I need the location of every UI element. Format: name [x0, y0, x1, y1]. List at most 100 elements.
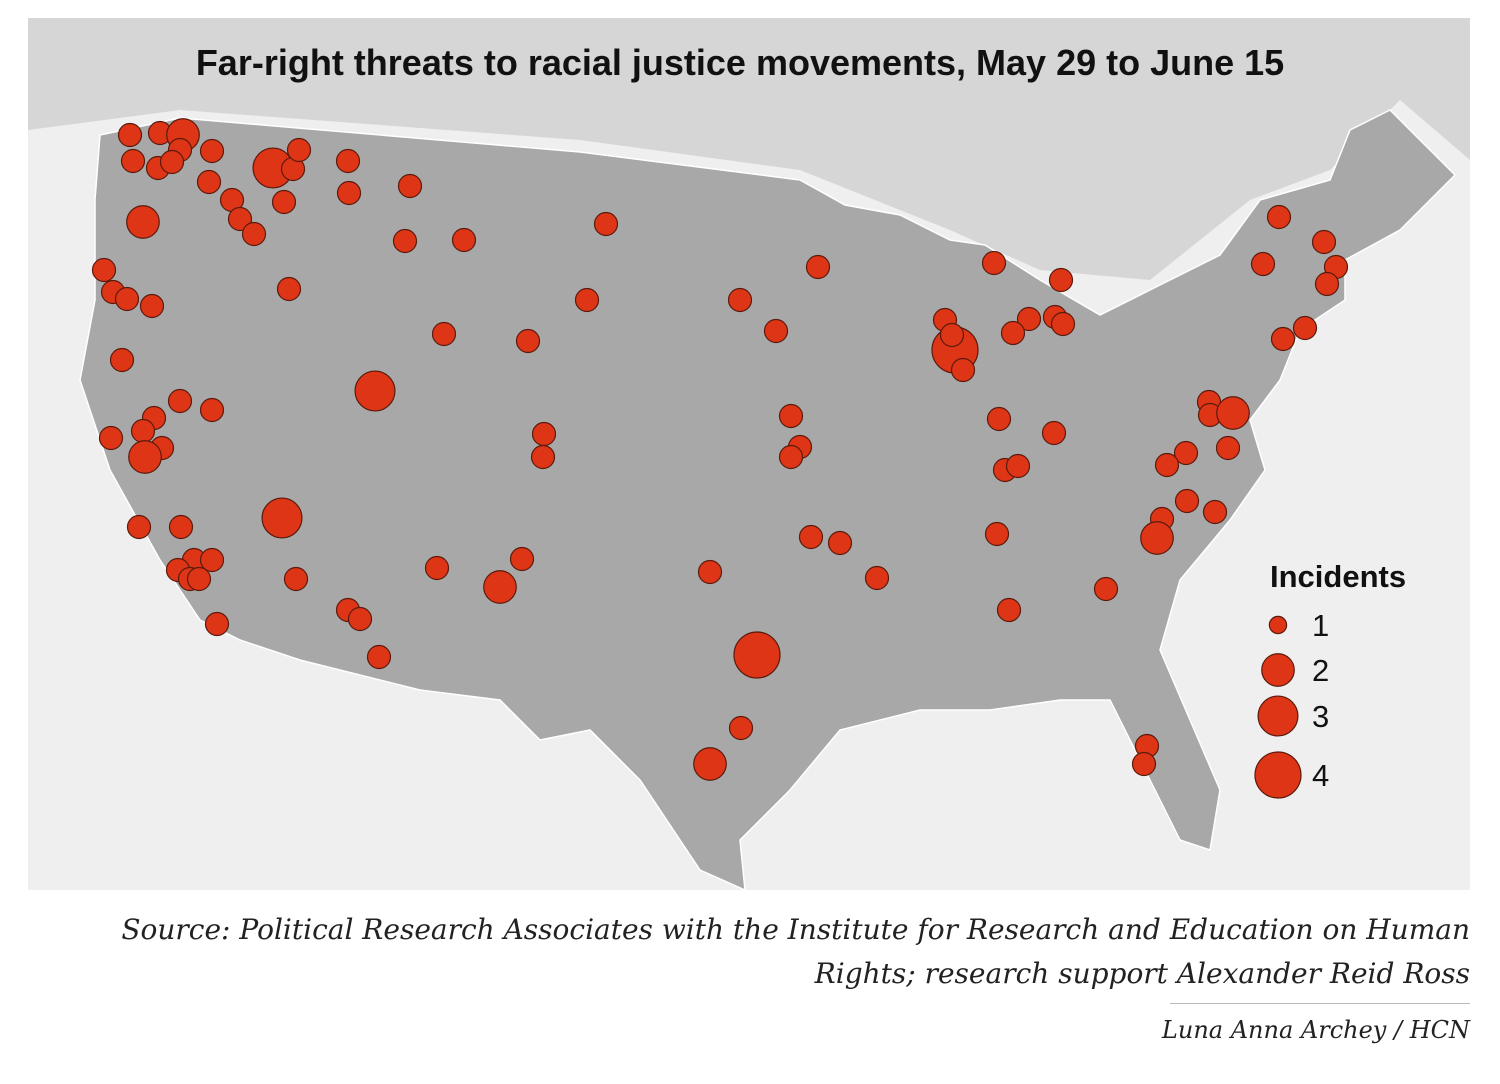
incident-marker: [939, 322, 965, 348]
incident-marker: [1174, 488, 1200, 514]
incident-marker: [276, 276, 302, 302]
incident-marker: [530, 444, 556, 470]
incident-marker: [1016, 306, 1042, 332]
incident-marker: [1266, 204, 1292, 230]
incident-marker: [286, 137, 312, 163]
incident-marker: [1140, 521, 1174, 555]
incident-marker: [1216, 396, 1250, 430]
credit: Luna Anna Archey / HCN: [1161, 1016, 1470, 1044]
incident-marker: [261, 497, 303, 539]
incident-marker: [1202, 499, 1228, 525]
incident-marker: [271, 189, 297, 215]
incident-marker: [531, 421, 557, 447]
incident-marker: [1005, 453, 1031, 479]
incident-marker: [241, 221, 267, 247]
incident-marker: [336, 180, 362, 206]
incident-marker: [986, 406, 1012, 432]
incident-marker: [130, 418, 156, 444]
incident-marker: [335, 148, 361, 174]
source-note: Source: Political Research Associates wi…: [121, 913, 1470, 990]
incident-marker: [354, 370, 396, 412]
incident-marker: [1093, 576, 1119, 602]
incident-marker: [1050, 311, 1076, 337]
incident-markers: [91, 118, 1349, 781]
incident-marker: [827, 530, 853, 556]
incident-marker: [91, 257, 117, 283]
incident-marker: [778, 403, 804, 429]
incident-marker: [574, 287, 600, 313]
incident-marker: [159, 149, 185, 175]
incident-marker: [798, 524, 824, 550]
incident-marker: [283, 566, 309, 592]
legend-marker: [1261, 653, 1295, 687]
incident-marker: [1270, 326, 1296, 352]
incident-marker: [186, 566, 212, 592]
incident-marker: [199, 138, 225, 164]
legend-label: 2: [1312, 653, 1329, 688]
incident-marker: [196, 169, 222, 195]
incident-marker: [451, 227, 477, 253]
incident-marker: [1215, 435, 1241, 461]
incident-marker: [1311, 229, 1337, 255]
divider: [1170, 1003, 1470, 1004]
incident-marker: [1154, 452, 1180, 478]
incident-marker: [1250, 251, 1276, 277]
incident-marker: [864, 565, 890, 591]
legend-marker: [1268, 615, 1288, 635]
incident-marker: [168, 514, 194, 540]
incident-marker: [117, 122, 143, 148]
incident-marker: [984, 521, 1010, 547]
incident-marker: [727, 287, 753, 313]
incident-marker: [1041, 420, 1067, 446]
legend-title: Incidents: [1270, 559, 1406, 594]
incident-marker: [733, 631, 781, 679]
incident-marker: [199, 547, 225, 573]
incident-marker: [1000, 320, 1026, 346]
incident-marker: [515, 328, 541, 354]
incident-marker: [1314, 271, 1340, 297]
incident-marker: [397, 173, 423, 199]
incident-marker: [763, 318, 789, 344]
incident-marker: [950, 357, 976, 383]
incident-marker: [693, 747, 727, 781]
legend-marker: [1257, 695, 1299, 737]
incident-marker: [728, 715, 754, 741]
incident-marker: [392, 228, 418, 254]
incident-marker: [366, 644, 392, 670]
incident-marker: [167, 388, 193, 414]
incident-marker: [109, 347, 135, 373]
incident-marker: [424, 555, 450, 581]
us-land: [79, 109, 1457, 892]
incident-marker: [139, 293, 165, 319]
incident-marker: [347, 606, 373, 632]
legend-label: 4: [1312, 758, 1329, 793]
incident-marker: [805, 254, 831, 280]
incident-marker: [120, 148, 146, 174]
incident-marker: [996, 597, 1022, 623]
incident-marker: [1173, 440, 1199, 466]
incident-marker: [431, 321, 457, 347]
incident-marker: [227, 206, 253, 232]
incident-marker: [1048, 267, 1074, 293]
incident-marker: [128, 440, 162, 474]
legend-label: 3: [1312, 699, 1329, 734]
map-title: Far-right threats to racial justice move…: [196, 42, 1284, 83]
incident-marker: [114, 286, 140, 312]
incident-marker: [981, 250, 1007, 276]
legend-label: 1: [1312, 608, 1329, 643]
map: Far-right threats to racial justice move…: [28, 18, 1470, 892]
incident-marker: [98, 425, 124, 451]
incident-marker: [1292, 315, 1318, 341]
incident-marker: [697, 559, 723, 585]
incident-marker: [126, 205, 160, 239]
canada: [28, 18, 1470, 280]
incident-marker: [126, 514, 152, 540]
incident-marker: [509, 546, 535, 572]
legend-marker: [1254, 751, 1302, 799]
incident-marker: [1131, 751, 1157, 777]
incident-marker: [199, 397, 225, 423]
incident-marker: [483, 570, 517, 604]
incident-marker: [593, 211, 619, 237]
incident-marker: [778, 444, 804, 470]
